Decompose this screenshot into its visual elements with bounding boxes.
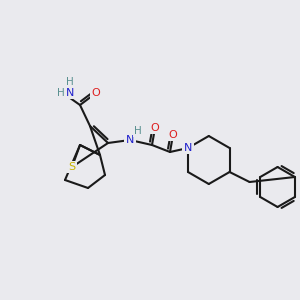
Text: H: H [66, 77, 74, 87]
Text: S: S [68, 162, 76, 172]
Text: O: O [92, 88, 100, 98]
Text: N: N [184, 143, 192, 153]
Text: O: O [169, 130, 177, 140]
Text: H: H [134, 126, 142, 136]
Text: O: O [151, 123, 159, 133]
Text: N: N [66, 88, 74, 98]
Text: N: N [126, 135, 134, 145]
Text: H: H [57, 88, 65, 98]
